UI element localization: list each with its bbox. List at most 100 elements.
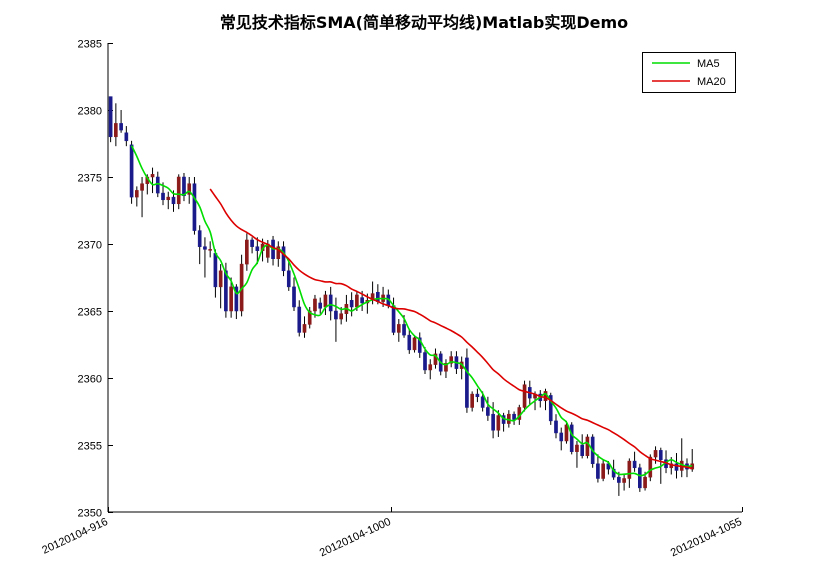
candle-up (648, 456, 653, 478)
candle-down (658, 450, 663, 460)
candle-up (564, 424, 569, 442)
candle-down (286, 270, 291, 288)
candle-down (197, 230, 202, 247)
candle-up (444, 363, 448, 372)
candle-down (554, 420, 558, 434)
candle-down (297, 306, 302, 333)
y-tick-label: 2350 (78, 508, 102, 520)
legend: MA5 MA20 (642, 52, 736, 93)
candle-down (255, 246, 260, 251)
candle-down (124, 132, 129, 142)
candle-down (465, 357, 469, 408)
candle-up (339, 313, 343, 320)
candle-down (674, 463, 679, 471)
candle-up (396, 324, 401, 333)
candle-down (328, 294, 333, 312)
x-tick-label: 20120104-1000 (318, 516, 393, 559)
y-tick-label: 2375 (78, 173, 102, 185)
candle-up (229, 286, 233, 312)
x-tick-label: 20120104-1055 (669, 516, 744, 559)
chart-title: 常见技术指标SMA(简单移动平均线)Matlab实现Demo (220, 13, 628, 32)
candle-up (176, 176, 181, 205)
candle-down (480, 396, 485, 408)
series-line-ma5 (130, 145, 693, 477)
candle-down (234, 286, 239, 312)
y-tick-label: 2355 (78, 441, 102, 453)
candle-down (281, 246, 286, 272)
candle-down (548, 395, 553, 422)
candle-up (140, 183, 144, 191)
candle-down (391, 305, 396, 333)
candle-down (119, 123, 123, 131)
candle-down (407, 334, 412, 351)
candle-down (224, 270, 228, 312)
candle-down (292, 286, 296, 308)
candle-down (617, 476, 621, 483)
candle-down (155, 176, 160, 194)
candle-down (486, 407, 490, 416)
candle-up (245, 239, 249, 265)
candle-down (192, 183, 197, 231)
candle-down (203, 246, 207, 250)
candle-up (150, 174, 155, 178)
legend-box (642, 52, 736, 93)
candle-up (412, 337, 417, 351)
candle-up (187, 183, 192, 195)
candle-up (543, 391, 548, 402)
candle-down (108, 96, 113, 138)
candle-up (428, 364, 433, 371)
candle-up (601, 463, 605, 479)
candle-down (423, 352, 427, 371)
candle-down (250, 239, 254, 247)
candle-up (433, 353, 438, 365)
candle-up (643, 476, 647, 489)
candle-down (569, 424, 574, 452)
candle-down (349, 300, 354, 308)
candle-up (134, 190, 139, 198)
candle-up (218, 270, 223, 288)
candle-down (491, 413, 495, 431)
candle-up (302, 324, 307, 333)
candle-down (129, 144, 134, 198)
plot-area: 2350 2355 2360 2365 2370 2375 2380 2385 20120104… (40, 39, 743, 560)
y-tick-label: 2385 (78, 39, 102, 51)
candle-down (318, 302, 323, 309)
candle-down (360, 297, 364, 304)
legend-label: MA5 (697, 58, 720, 70)
candle-down (611, 468, 616, 478)
y-tick-label: 2380 (78, 106, 102, 118)
candle-down (182, 176, 186, 197)
candle-down (606, 463, 611, 470)
y-tick-label: 2370 (78, 240, 102, 252)
candle-up (276, 246, 281, 259)
candle-up (166, 196, 171, 201)
candle-up (653, 450, 658, 458)
y-tick-label: 2365 (78, 307, 102, 319)
candle-down (417, 337, 422, 353)
candle-down (638, 467, 642, 489)
candle-down (171, 196, 176, 205)
candle-up (208, 249, 212, 251)
candle-down (402, 324, 406, 336)
candle-up (114, 123, 118, 138)
candle-up (622, 478, 626, 483)
candle-down (334, 310, 338, 320)
candle-down (475, 393, 480, 398)
candle-up (313, 298, 317, 312)
candle-down (213, 253, 218, 288)
y-tick-label: 2360 (78, 374, 102, 386)
candle-down (632, 460, 637, 469)
candle-down (512, 413, 516, 420)
x-tick-label: 20120104-916 (40, 516, 109, 557)
candle-down (559, 432, 564, 442)
candle-up (307, 310, 312, 325)
candle-up (449, 356, 454, 364)
candle-up (575, 444, 579, 452)
candle-down (596, 463, 600, 479)
candle-up (496, 415, 501, 431)
candle-up (522, 384, 527, 408)
candle-up (470, 393, 474, 408)
candle-up (585, 436, 590, 456)
